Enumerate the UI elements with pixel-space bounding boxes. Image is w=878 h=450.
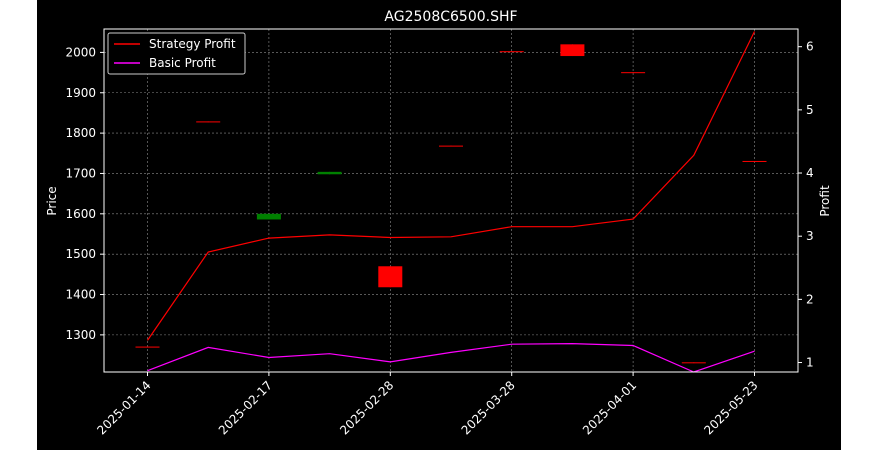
y-right-tick-label: 2: [806, 292, 814, 306]
y-right-tick-label: 3: [806, 229, 814, 243]
y-left-tick-label: 1400: [65, 288, 96, 302]
figure-background: [37, 0, 841, 450]
strategy-profit-line: [147, 31, 756, 341]
candlesticks: [135, 44, 767, 364]
y-right-tick-label: 1: [806, 356, 814, 370]
y-right-tick-label: 6: [806, 40, 814, 54]
y-axis-left-ticks: 1300 1400 1500 1600 1700 1800 1900 2000: [65, 45, 104, 342]
legend-box: [107, 32, 246, 75]
y-right-tick-label: 4: [806, 166, 814, 180]
candle-body: [135, 346, 160, 348]
y-left-tick-label: 1500: [65, 247, 96, 261]
grid-lines: [104, 29, 798, 372]
candle-body: [378, 266, 403, 288]
candle-body: [499, 51, 524, 53]
candle-body: [681, 362, 706, 364]
legend-label-basic-profit: Basic Profit: [149, 56, 216, 70]
plot-frame: [103, 28, 799, 373]
y-left-tick-label: 1700: [65, 166, 96, 180]
y-left-tick-label: 2000: [65, 45, 96, 59]
profit-lines: [147, 31, 756, 373]
y-left-tick-label: 1800: [65, 126, 96, 140]
chart-title: AG2508C6500.SHF: [384, 9, 517, 25]
y-axis-right-label: Profit: [818, 185, 832, 217]
candle-body: [439, 145, 463, 147]
candle-body: [560, 44, 585, 57]
candle-body: [317, 171, 342, 175]
candle-body: [256, 213, 281, 220]
legend: Strategy Profit Basic Profit: [107, 32, 246, 75]
y-axis-left-label: Price: [45, 186, 59, 215]
y-right-tick-label: 5: [806, 103, 814, 117]
legend-label-strategy-profit: Strategy Profit: [149, 37, 236, 51]
y-left-tick-label: 1600: [65, 207, 96, 221]
candle-body: [742, 160, 767, 162]
y-left-tick-label: 1900: [65, 86, 96, 100]
y-axis-right-ticks: 1 2 3 4 5 6: [798, 40, 814, 370]
y-left-tick-label: 1300: [65, 328, 96, 342]
candle-body: [621, 72, 646, 74]
basic-profit-line: [147, 342, 755, 373]
candle-body: [196, 121, 221, 123]
